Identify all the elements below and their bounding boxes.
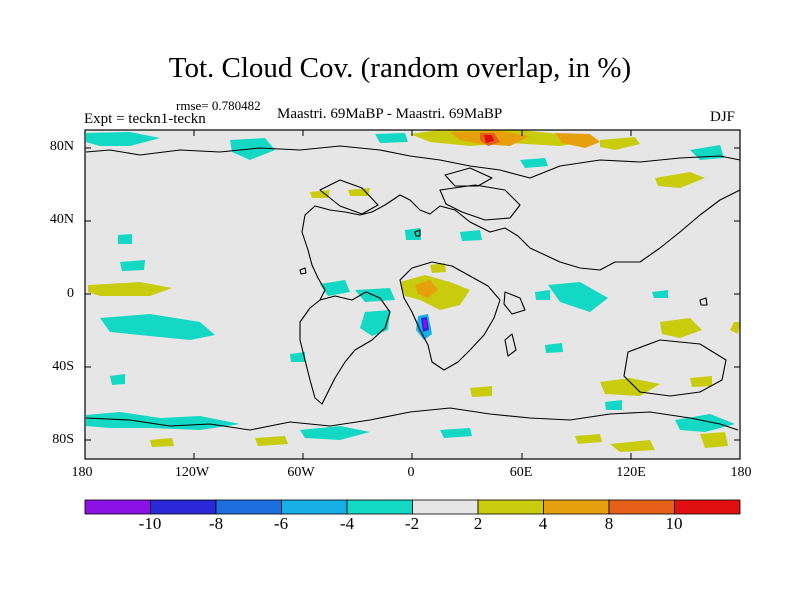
lat-tick-80s: 80S [52,432,74,447]
patch-negative [100,314,215,340]
patch-positive [430,263,446,273]
patch-negative [405,228,421,240]
colorbar-swatch [412,499,479,515]
patch-negative [520,158,548,168]
patch-negative [535,290,550,300]
colorbar-label: -4 [339,514,355,533]
patch-negative [360,310,390,336]
patch-positive [690,376,712,387]
patch-positive [88,282,172,296]
lon-tick-180e: 180 [730,465,752,480]
lon-tick-180w: 180 [71,465,93,480]
patch-negative [423,320,427,328]
patch-positive [470,386,492,397]
comparison-label: Maastri. 69MaBP - Maastri. 69MaBP [277,106,503,122]
coastline-arctic-island [444,167,493,187]
coastline-antarctica [85,407,739,431]
lon-tick-120w: 120W [174,465,210,480]
coastline-north-interior [439,184,521,221]
patch-negative [460,230,482,241]
colorbar [84,499,741,515]
patch-negative [110,374,125,385]
colorbar-swatch [543,499,610,515]
patch-positive [484,135,494,143]
patch-negative [86,132,160,146]
colorbar-swatch [346,499,413,515]
patch-positive [400,275,470,310]
patch-positive [575,434,602,444]
coastline-island [414,229,421,237]
patch-negative [300,426,370,440]
coastline-central-sea [319,179,379,215]
lon-tick-marks [84,130,741,459]
colorbar-label: -6 [273,514,289,533]
season-label: DJF [710,109,736,125]
patch-positive [655,172,705,188]
lon-tick-120e: 120E [616,465,646,480]
colorbar-label: -8 [208,514,224,533]
plot-title: Tot. Cloud Cov. (random overlap, in %) [168,52,632,84]
patch-positive [415,280,438,298]
patch-negative [86,412,240,430]
lon-tick-60w: 60W [287,465,315,480]
coastline-africa [399,261,501,371]
patch-negative [548,282,608,312]
patch-negative [118,234,132,244]
colorbar-swatch [608,499,675,515]
coastline-island [299,267,307,275]
patch-negative [652,290,668,298]
colorbar-swatch [215,499,282,515]
patch-negative [355,288,395,302]
lat-tick-40s: 40S [52,359,74,374]
colorbar-label: 10 [665,514,683,533]
coastline-australia [623,339,727,397]
lat-tick-marks [85,147,740,441]
patch-positive [310,190,330,198]
colorbar-label: 2 [473,514,483,533]
coastline-south-america [299,291,391,405]
patch-negative [545,343,563,353]
patch-negative [605,400,622,410]
coastline-north-continent [85,145,741,301]
coastline-madagascar [504,333,517,357]
lat-tick-80n: 80N [49,139,74,154]
lon-tick-0: 0 [407,465,415,480]
lon-tick-60e: 60E [509,465,533,480]
lat-tick-eq: 0 [67,286,74,301]
patch-negative [440,428,472,438]
colorbar-swatch [150,499,217,515]
experiment-label: Expt = teckn1-teckn [84,111,206,127]
lat-tick-40n: 40N [49,212,74,227]
patch-positive [730,322,740,334]
patch-negative [290,352,305,362]
colorbar-label: 8 [604,514,614,533]
patch-positive [600,137,640,150]
patch-positive [660,318,702,338]
patch-negative [375,133,408,143]
patch-positive [555,133,600,148]
coastline-india [503,291,526,315]
colorbar-swatch [674,499,741,515]
patch-positive [610,440,655,452]
colorbar-label: -2 [404,514,420,533]
patch-negative [320,280,350,296]
colorbar-label: 4 [538,514,548,533]
colorbar-swatch [281,499,348,515]
patch-negative [120,260,145,271]
patch-positive [255,436,288,446]
rmse-label: rmse= 0.780482 [176,98,261,113]
colorbar-label: -10 [138,514,162,533]
patch-positive [150,438,174,447]
coastline-island [699,297,708,306]
patch-positive [700,432,728,448]
coastlines [85,145,741,431]
colorbar-swatch [84,499,151,515]
patch-positive [600,378,660,396]
colorbar-swatch [477,499,544,515]
